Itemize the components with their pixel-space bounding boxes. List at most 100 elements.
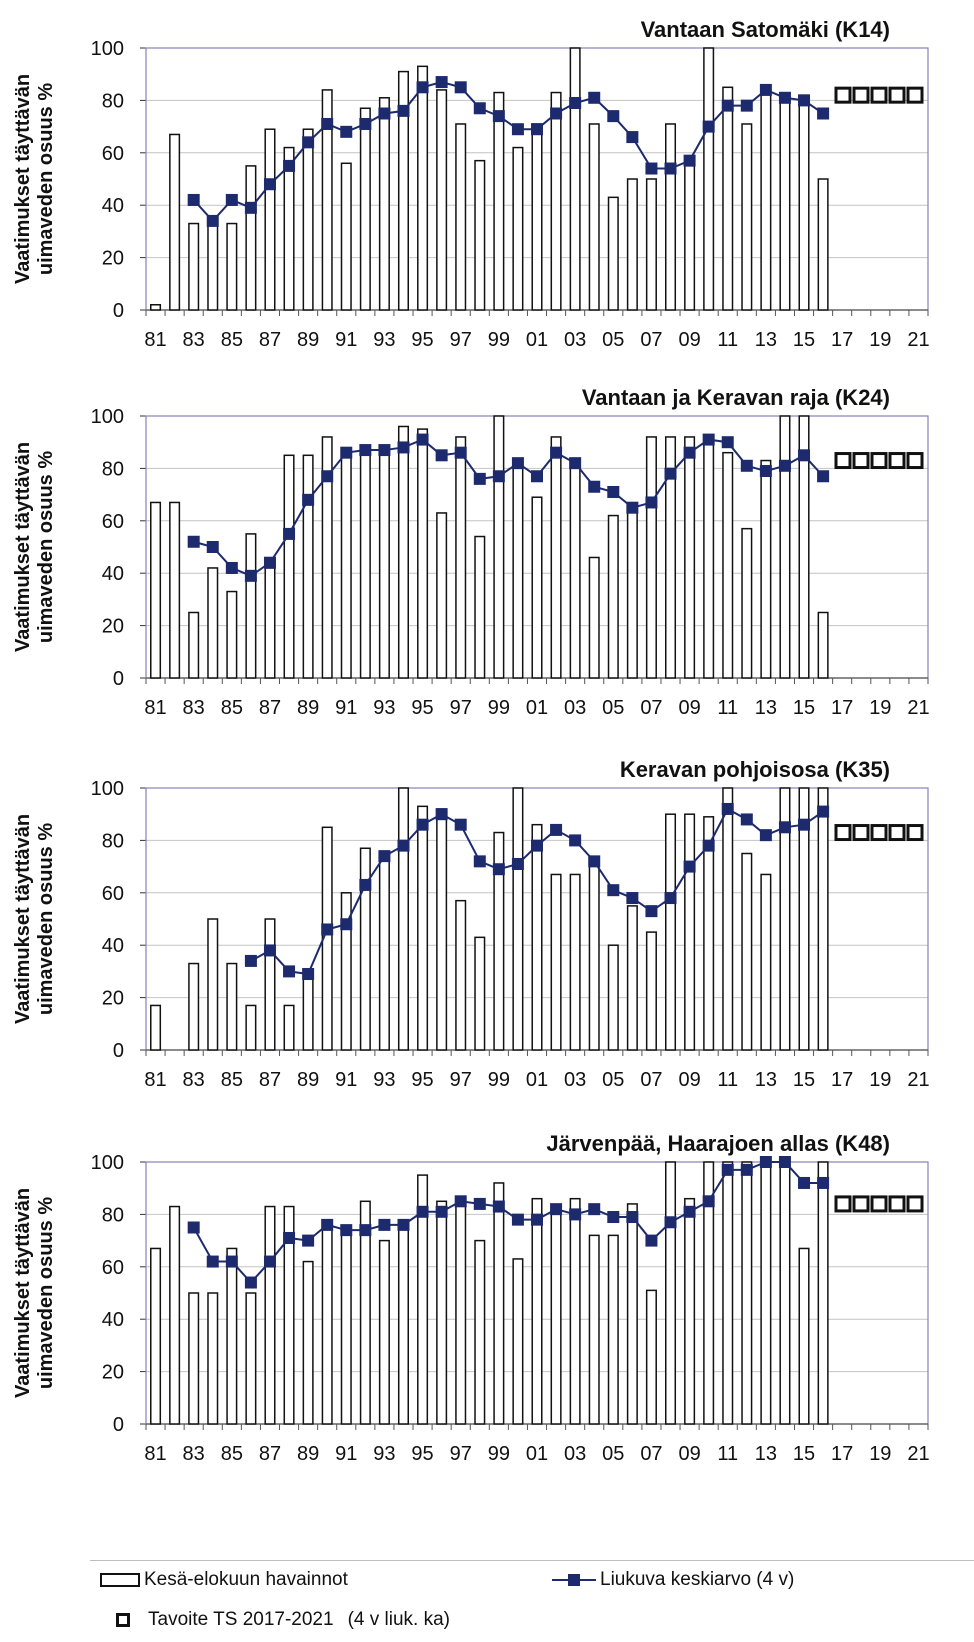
x-tick-label: 05: [602, 697, 624, 719]
target-point: [906, 824, 924, 842]
bar: [455, 899, 467, 1051]
line-point: [225, 193, 238, 206]
bar: [626, 178, 638, 311]
bar: [588, 123, 600, 311]
x-tick-label: 97: [450, 697, 472, 719]
y-axis-label: Vaatimukset täyttävänuimaveden osuus %: [12, 1188, 57, 1398]
line-point: [721, 1163, 734, 1176]
x-tick-label: 21: [907, 329, 929, 351]
line-point: [244, 1276, 257, 1289]
y-tick-label: 40: [102, 935, 124, 957]
line-point: [759, 829, 772, 842]
line-point: [511, 123, 524, 136]
bar: [245, 1004, 257, 1051]
line-point: [416, 818, 429, 831]
bar: [664, 813, 677, 1051]
line-point: [359, 117, 372, 130]
line-point: [187, 1221, 200, 1234]
x-tick-label: 89: [297, 697, 319, 719]
x-tick-label: 87: [259, 329, 281, 351]
bar: [779, 1161, 791, 1425]
bar: [283, 146, 295, 311]
bar: [340, 1226, 352, 1425]
chart-title: Järvenpää, Haarajoen allas (K48): [546, 1131, 890, 1156]
line-point: [302, 968, 315, 981]
x-tick-label: 17: [831, 1443, 853, 1465]
line-point: [302, 493, 315, 506]
bar: [207, 567, 219, 679]
bar: [436, 1200, 448, 1425]
y-tick-label: 0: [113, 1040, 124, 1062]
line-point: [664, 1216, 677, 1229]
target-point: [870, 452, 888, 470]
line-point: [664, 467, 677, 480]
bar: [531, 496, 543, 679]
line-point: [378, 107, 391, 120]
bar: [417, 1174, 429, 1425]
bar: [722, 1161, 734, 1425]
bar: [607, 944, 619, 1051]
x-tick-label: 13: [755, 1069, 777, 1091]
line-point: [416, 81, 429, 94]
x-tick-label: 99: [488, 1069, 510, 1091]
y-tick-label: 40: [102, 1309, 124, 1331]
bar: [321, 89, 333, 311]
bar: [798, 94, 810, 311]
bar: [664, 436, 677, 679]
bar: [340, 892, 352, 1051]
x-tick-label: 11: [717, 697, 738, 719]
x-tick-label: 87: [259, 1069, 281, 1091]
x-tick-label: 03: [564, 1069, 586, 1091]
bar: [359, 1200, 371, 1425]
chart-title: Vantaan Satomäki (K14): [641, 17, 890, 42]
line-point: [244, 954, 257, 967]
line-point: [340, 1224, 353, 1237]
chart-panel-2: 0 20 40 60 80 100 81 83 85 87 89 91 93 95 97 99 01 03 05 07…: [12, 385, 930, 719]
target-point: [870, 824, 888, 842]
line-point: [683, 1205, 696, 1218]
x-tick-label: 15: [793, 329, 815, 351]
y-tick-label: 100: [91, 1152, 124, 1174]
line-point: [778, 821, 791, 834]
line-point: [683, 860, 696, 873]
x-tick-label: 03: [564, 1443, 586, 1465]
line-point: [798, 1176, 811, 1189]
x-tick-label: 95: [411, 1443, 433, 1465]
x-tick-label: 07: [640, 1443, 662, 1465]
y-tick-label: 60: [102, 1257, 124, 1279]
target-point: [852, 1195, 870, 1213]
bar: [245, 1292, 257, 1425]
bar: [664, 123, 677, 311]
bar: [397, 1221, 410, 1425]
legend-bar-swatch: [100, 1573, 140, 1587]
line-point: [454, 818, 467, 831]
bar: [512, 787, 524, 1051]
line-point: [683, 446, 696, 459]
bar: [722, 86, 734, 311]
bar: [588, 1234, 600, 1425]
line-point: [702, 120, 715, 133]
x-tick-label: 09: [678, 1069, 700, 1091]
bar: [512, 146, 524, 311]
bar: [283, 1205, 295, 1425]
bar: [226, 962, 238, 1051]
bar: [741, 852, 753, 1051]
legend-bars-label: Kesä-elokuun havainnot: [144, 1569, 348, 1590]
bar: [302, 1260, 314, 1425]
bar: [645, 931, 657, 1051]
y-tick-label: 20: [102, 616, 124, 638]
bar: [588, 857, 600, 1051]
bar: [645, 1289, 657, 1425]
bar: [188, 962, 200, 1051]
bar: [417, 805, 429, 1051]
line-point: [778, 1156, 791, 1168]
target-point: [852, 452, 870, 470]
bar: [340, 451, 352, 679]
x-tick-label: 87: [259, 697, 281, 719]
bar: [779, 415, 791, 679]
line-point: [588, 855, 601, 868]
bar: [760, 873, 772, 1051]
legend-target-note: (4 v liuk. ka): [347, 1609, 450, 1630]
line-point: [435, 449, 448, 462]
line-point: [492, 863, 505, 876]
